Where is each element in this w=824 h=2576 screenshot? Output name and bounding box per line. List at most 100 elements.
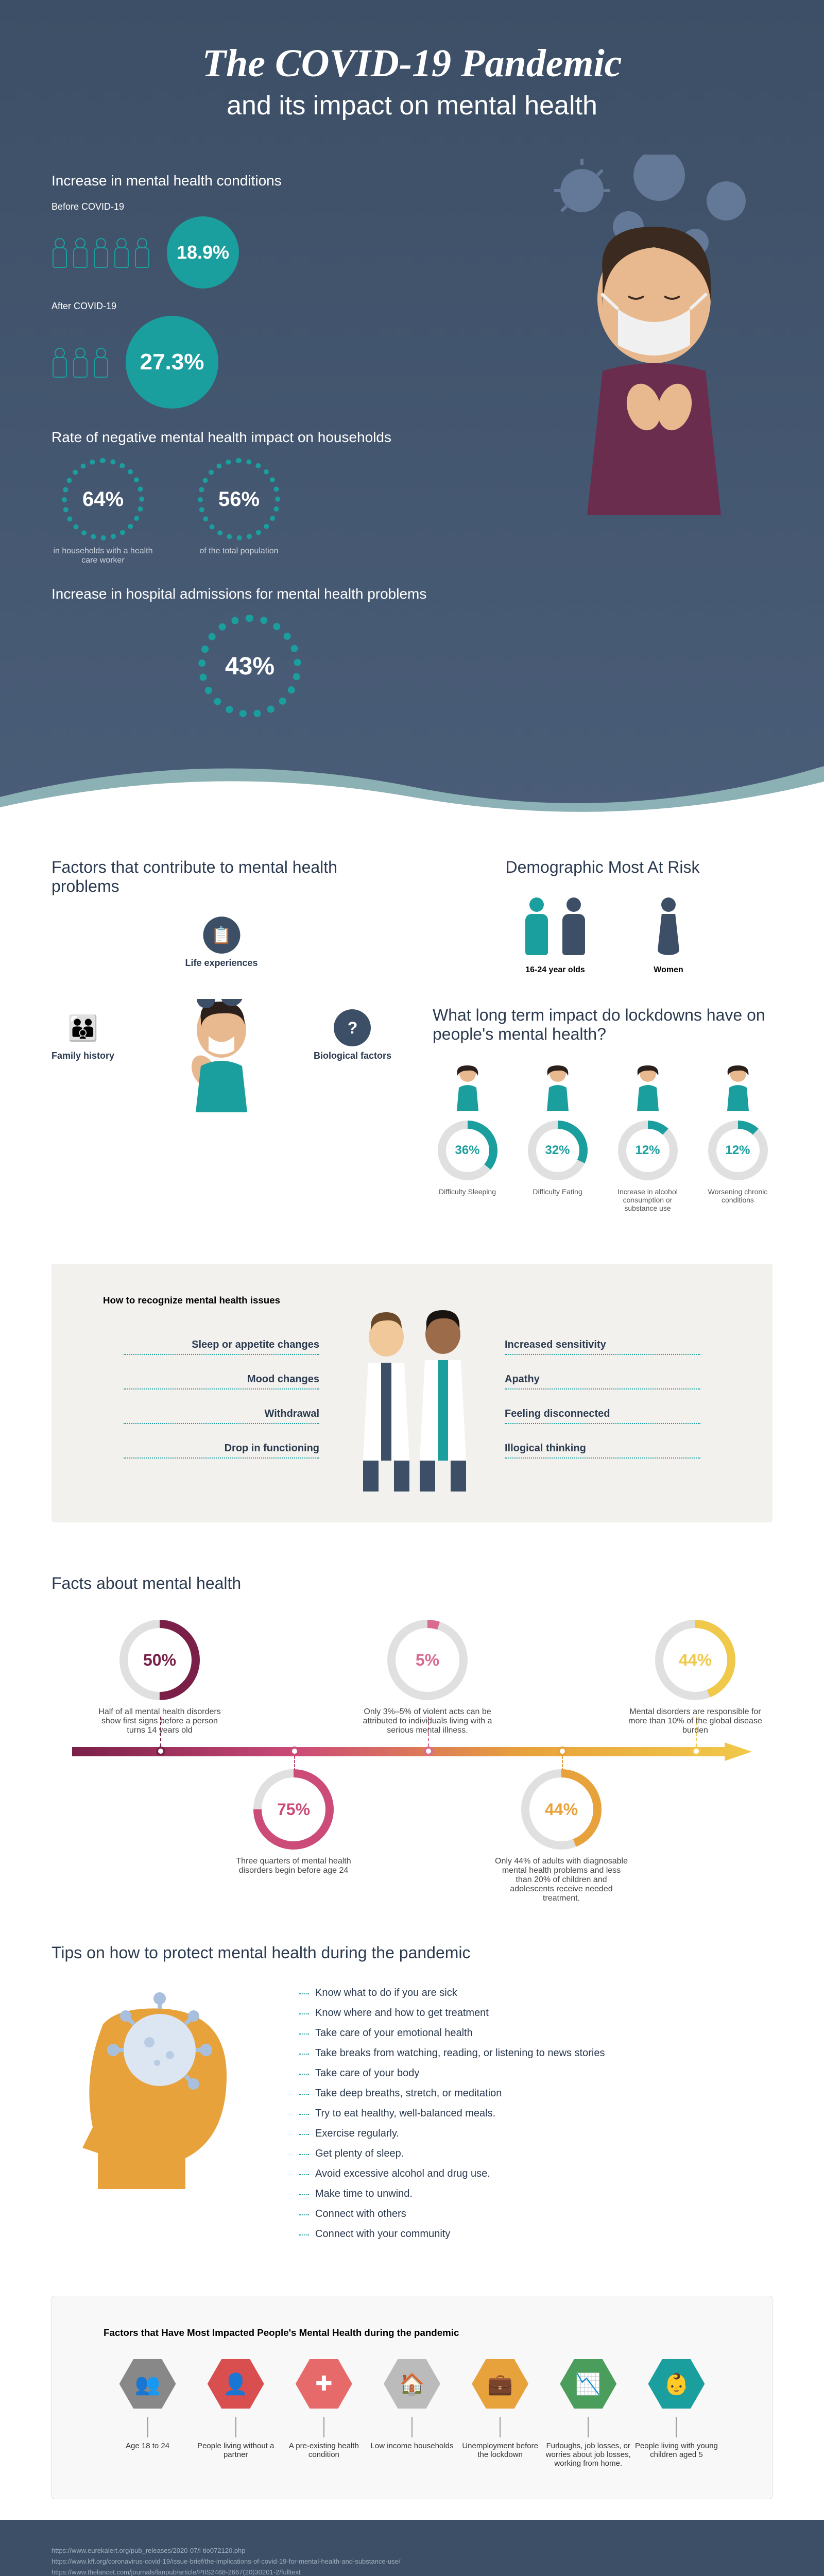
crying-person-illustration xyxy=(175,999,268,1112)
hospital-pct: 43% xyxy=(198,615,301,718)
impact-title: Factors that Have Most Impacted People's… xyxy=(104,2327,720,2338)
fact-node: 44%Mental disorders are responsible for … xyxy=(628,1619,762,1735)
source-url: https://www.kff.org/coronavirus-covid-19… xyxy=(52,2556,566,2567)
hh2-caption: of the total population xyxy=(187,547,290,556)
symptom-item: Sleep or appetite changes xyxy=(124,1339,319,1355)
person-icon xyxy=(93,348,109,377)
factor-family-history: 👪 Family history xyxy=(52,1009,114,1061)
tips-title: Tips on how to protect mental health dur… xyxy=(52,1943,772,1962)
person-icon xyxy=(520,897,553,959)
source-url: https://www.eurekalert.org/pub_releases/… xyxy=(52,2546,566,2556)
impact-hex-item: ✚ A pre-existing health condition xyxy=(280,2359,368,2459)
person-icon xyxy=(72,238,89,267)
symptom-item: Increased sensitivity xyxy=(505,1339,700,1355)
symptom-item: Illogical thinking xyxy=(505,1443,700,1459)
fact-node: 5%Only 3%–5% of violent acts can be attr… xyxy=(360,1619,494,1735)
factors-title: Factors that contribute to mental health… xyxy=(52,858,391,896)
person-icon xyxy=(557,897,590,959)
hex-icon: ✚ xyxy=(296,2359,352,2409)
demo-women: Women xyxy=(652,897,685,975)
symptom-item: Withdrawal xyxy=(124,1408,319,1424)
facts-title: Facts about mental health xyxy=(52,1574,772,1593)
source-url: https://www.thelancet.com/journals/lanpu… xyxy=(52,2567,566,2576)
facts-timeline: 50%Half of all mental health disorders s… xyxy=(52,1614,772,1882)
timeline-pin xyxy=(156,1747,165,1756)
symptom-item: Apathy xyxy=(505,1374,700,1389)
impact-hex-item: 💼 Unemployment before the lockdown xyxy=(456,2359,544,2459)
timeline-pin xyxy=(692,1747,701,1756)
hex-icon: 📉 xyxy=(560,2359,616,2409)
hh2-pct: 56% xyxy=(198,458,280,540)
tip-item: Connect with others xyxy=(299,2204,605,2224)
factors-diagram: 📋 Life experiences ? Biological factors … xyxy=(52,917,391,1133)
fact-node: 44%Only 44% of adults with diagnosable m… xyxy=(494,1768,628,1903)
person-icon xyxy=(113,238,130,267)
subtitle: and its impact on mental health xyxy=(52,90,772,121)
person-icon xyxy=(93,238,109,267)
lockdown-item: 32% Difficulty Eating xyxy=(523,1064,592,1212)
after-people-icons xyxy=(52,348,109,377)
timeline-pin xyxy=(424,1747,433,1756)
before-label: Before COVID-19 xyxy=(52,201,448,212)
main-title: The COVID-19 Pandemic xyxy=(52,41,772,86)
woman-icon xyxy=(652,897,685,959)
households-label: Rate of negative mental health impact on… xyxy=(52,429,448,446)
hex-icon: 🏠 xyxy=(384,2359,440,2409)
clipboard-icon: 📋 xyxy=(203,917,240,954)
factor-biological: ? Biological factors xyxy=(314,1009,391,1061)
factor-life-experiences: 📋 Life experiences xyxy=(185,917,258,969)
hex-icon: 👥 xyxy=(119,2359,176,2409)
head-brain-illustration xyxy=(52,1983,268,2199)
sources-list: https://www.eurekalert.org/pub_releases/… xyxy=(52,2546,566,2576)
wave-divider xyxy=(0,735,824,827)
timeline-pin xyxy=(558,1747,567,1756)
tip-item: Know what to do if you are sick xyxy=(299,1983,605,2003)
demographics-section: Factors that contribute to mental health… xyxy=(0,827,824,1243)
person-small-icon xyxy=(720,1064,756,1111)
symptoms-right: Increased sensitivityApathyFeeling disco… xyxy=(505,1339,700,1459)
before-pct: 18.9% xyxy=(167,216,239,289)
tips-list: Know what to do if you are sickKnow wher… xyxy=(299,1983,605,2244)
tip-item: Get plenty of sleep. xyxy=(299,2144,605,2164)
lockdown-item: 36% Difficulty Sleeping xyxy=(433,1064,502,1212)
question-icon: ? xyxy=(334,1009,371,1046)
person-icon xyxy=(52,238,68,267)
person-icon xyxy=(72,348,89,377)
lockdown-item: 12% Increase in alcohol consumption or s… xyxy=(613,1064,682,1212)
lockdown-impacts-row: 36% Difficulty Sleeping 32% Difficulty E… xyxy=(433,1064,772,1212)
hh1-pct: 64% xyxy=(62,458,144,540)
before-people-icons xyxy=(52,238,150,267)
doctors-illustration xyxy=(340,1306,484,1492)
impact-hex-item: 📉 Furloughs, job losses, or worries abou… xyxy=(544,2359,632,2468)
household-stat-2: 56% of the total population xyxy=(187,458,290,565)
impact-hex-item: 👶 People living with young children aged… xyxy=(632,2359,720,2459)
person-small-icon xyxy=(450,1064,486,1111)
facts-section: Facts about mental health 50%Half of all… xyxy=(0,1543,824,1912)
fact-node: 75%Three quarters of mental health disor… xyxy=(227,1768,360,1875)
tip-item: Avoid excessive alcohol and drug use. xyxy=(299,2164,605,2184)
footer: https://www.eurekalert.org/pub_releases/… xyxy=(0,2520,824,2576)
person-small-icon xyxy=(630,1064,666,1111)
person-icon xyxy=(52,348,68,377)
demo-title: Demographic Most At Risk xyxy=(433,858,772,877)
tip-item: Connect with your community xyxy=(299,2224,605,2244)
symptom-item: Mood changes xyxy=(124,1374,319,1389)
tip-item: Take deep breaths, stretch, or meditatio… xyxy=(299,2083,605,2104)
gradient-arrow xyxy=(72,1742,752,1761)
demo-age-group: 16-24 year olds xyxy=(520,897,590,975)
after-label: After COVID-19 xyxy=(52,301,448,312)
lockdown-title: What long term impact do lockdowns have … xyxy=(433,1006,772,1044)
hex-icon: 👤 xyxy=(208,2359,264,2409)
hex-icon: 👶 xyxy=(648,2359,705,2409)
tip-item: Take breaks from watching, reading, or l… xyxy=(299,2043,605,2063)
symptoms-left: Sleep or appetite changes Mood changes Wit… xyxy=(124,1339,319,1459)
person-icon xyxy=(134,238,150,267)
hospital-label: Increase in hospital admissions for ment… xyxy=(52,586,448,602)
hex-row: 👥 Age 18 to 24👤 People living without a … xyxy=(104,2359,720,2468)
timeline-pin xyxy=(290,1747,299,1756)
lockdown-item: 12% Worsening chronic conditions xyxy=(703,1064,772,1212)
fact-node: 50%Half of all mental health disorders s… xyxy=(93,1619,227,1735)
symptom-item: Drop in functioning xyxy=(124,1443,319,1459)
recognize-title: How to recognize mental health issues xyxy=(103,1295,721,1306)
tips-section: Tips on how to protect mental health dur… xyxy=(0,1912,824,2275)
